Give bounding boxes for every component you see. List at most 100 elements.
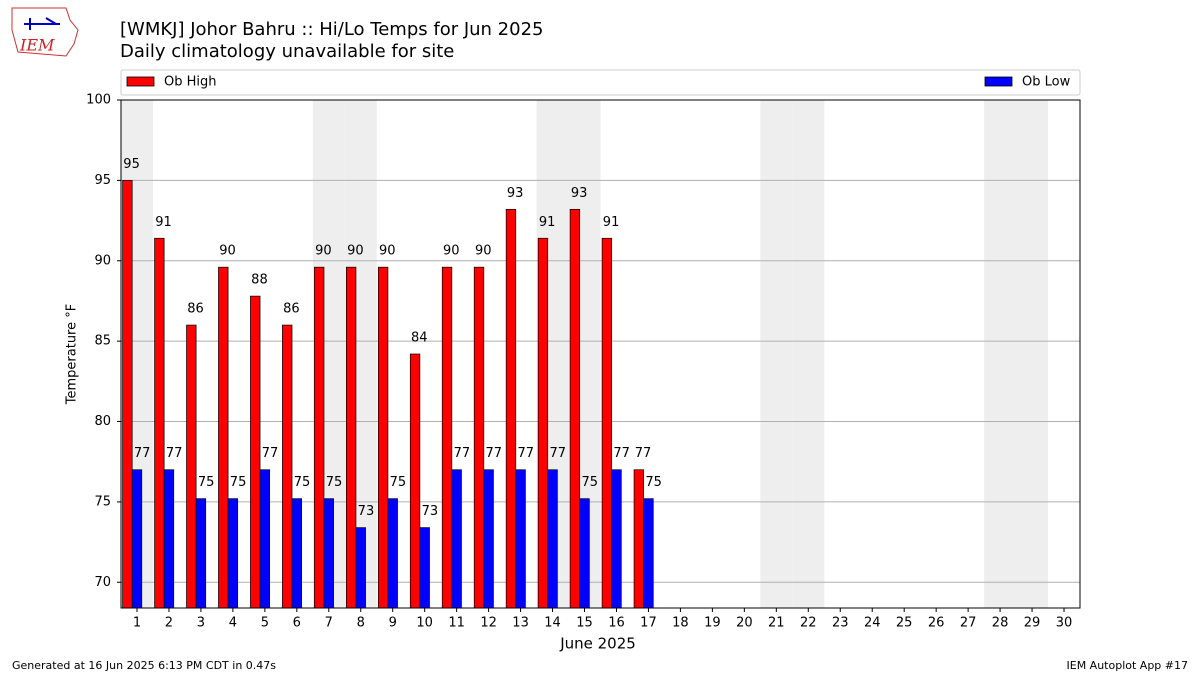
legend-label: Ob Low [1022,75,1071,90]
weekend-shade [984,100,1017,608]
weekend-shade [1016,100,1049,608]
x-tick-label: 14 [544,616,561,631]
bar [186,324,197,609]
data-label: 75 [645,475,662,490]
chart-subtitle: Daily climatology unavailable for site [120,41,454,62]
bar [377,266,389,609]
data-label: 75 [294,475,311,490]
bar [579,498,590,609]
logo-icon [24,17,60,30]
bar [569,208,581,609]
bar [387,498,398,609]
data-label: 90 [347,244,364,259]
y-tick-label: 75 [94,494,111,509]
bar [473,266,485,609]
y-tick-label: 80 [94,414,111,429]
data-label: 73 [358,504,375,519]
bar [515,469,526,609]
x-tick-label: 22 [800,616,817,631]
bar [195,498,207,609]
x-tick-label: 18 [672,616,689,631]
footer-left: Generated at 16 Jun 2025 6:13 PM CDT in … [12,659,276,672]
data-label: 90 [443,244,460,259]
bar [131,469,143,609]
data-label: 77 [518,446,535,461]
data-label: 86 [187,302,204,317]
data-label: 77 [613,446,630,461]
plot-frame [120,99,1081,609]
bar [483,469,494,609]
y-tick-label: 85 [94,334,111,349]
data-label: 77 [486,446,503,461]
data-label: 90 [379,244,396,259]
x-tick-label: 16 [608,616,625,631]
legend-swatch [984,76,1013,87]
data-label: 90 [219,244,236,259]
data-label: 91 [539,215,556,230]
x-tick-label: 27 [960,616,977,631]
data-label: 73 [422,504,439,519]
bar [259,469,270,609]
bar [227,498,239,609]
bar [611,469,622,609]
x-tick-label: 5 [261,616,269,631]
bar [409,353,421,609]
bar [441,266,453,609]
data-label: 93 [507,186,524,201]
x-tick-label: 8 [357,616,365,631]
bar [346,266,357,609]
data-label: 77 [549,446,566,461]
x-tick-label: 28 [992,616,1009,631]
data-label: 75 [230,475,247,490]
data-label: 75 [198,475,215,490]
x-tick-label: 12 [480,616,497,631]
data-label: 88 [251,273,268,288]
x-tick-label: 17 [640,616,657,631]
bar [218,266,229,609]
y-tick-label: 100 [86,93,111,108]
x-tick-label: 21 [768,616,785,631]
x-tick-label: 11 [448,616,465,631]
bar [505,208,517,609]
bar [291,498,302,609]
data-label: 95 [123,157,140,172]
data-label: 90 [315,244,332,259]
x-tick-label: 9 [389,616,397,631]
legend-box [120,69,1081,96]
x-tick-label: 1 [133,616,141,631]
bar [154,237,165,609]
y-axis-label: Temperature °F [65,304,80,405]
x-axis-label: June 2025 [559,635,636,653]
y-tick-label: 70 [94,575,111,590]
data-label: 75 [390,475,407,490]
data-label: 77 [454,446,471,461]
footer-right: IEM Autoplot App #17 [1067,659,1189,672]
legend-label: Ob High [164,75,217,90]
x-tick-label: 25 [896,616,913,631]
data-label: 77 [262,446,279,461]
bar [601,237,613,609]
x-tick-label: 10 [416,616,433,631]
data-label: 77 [166,446,183,461]
data-label: 90 [475,244,492,259]
y-tick-label: 90 [94,253,111,268]
data-label: 84 [411,331,428,346]
x-tick-label: 24 [864,616,881,631]
data-label: 77 [635,446,652,461]
x-tick-label: 23 [832,616,849,631]
bar [537,237,549,609]
bar [451,469,462,609]
bar [282,324,293,609]
x-tick-label: 7 [325,616,333,631]
chart-title: [WMKJ] Johor Bahru :: Hi/Lo Temps for Ju… [120,19,543,40]
bar [250,295,261,609]
x-tick-label: 29 [1024,616,1041,631]
legend-swatch [126,76,155,87]
data-label: 75 [326,475,343,490]
x-tick-label: 26 [928,616,945,631]
bar [163,469,175,609]
bar [122,180,133,609]
bar [633,469,644,609]
x-tick-label: 3 [197,616,205,631]
